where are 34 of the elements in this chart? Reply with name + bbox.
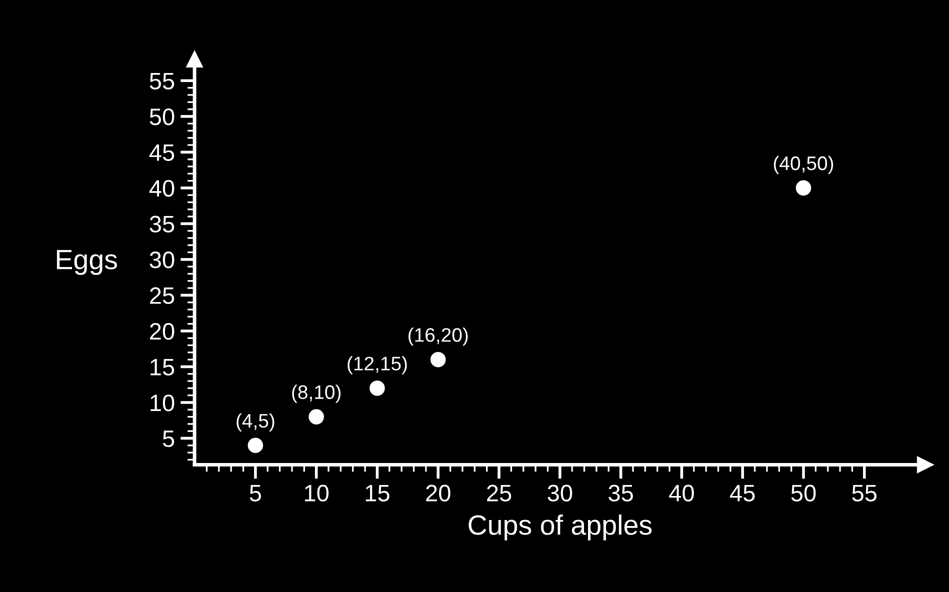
y-tick-label: 25	[150, 287, 174, 304]
y-tick-label: 35	[150, 216, 174, 232]
x-tick-label: 45	[730, 485, 755, 502]
y-tick-label: 55	[150, 72, 174, 90]
x-tick-label: 40	[669, 484, 694, 502]
y-tick-label: 5	[162, 430, 174, 448]
point	[370, 380, 385, 396]
point	[796, 180, 812, 196]
x-tick-label: 20	[426, 484, 450, 502]
y-axis-title: Eggs	[56, 250, 117, 275]
x-tick-label: 55	[852, 485, 877, 502]
y-tick-label: 20	[150, 323, 174, 340]
y-tick-label: 30	[150, 252, 174, 268]
x-tick-label: 35	[608, 484, 633, 502]
y-tick-label: 15	[150, 359, 174, 376]
x-tick-label: 10	[305, 484, 329, 502]
point	[308, 409, 324, 424]
y-tick-label: 45	[149, 144, 174, 161]
x-tick-label: 25	[487, 484, 512, 502]
annotation: (8,10)	[292, 384, 341, 403]
x-tick-label: 15	[366, 485, 390, 502]
annotation: (16,20)	[408, 328, 468, 346]
point	[430, 352, 446, 368]
point	[248, 438, 264, 454]
x-tick-label: 30	[548, 484, 572, 502]
y-tick-label: 50	[150, 108, 174, 126]
y-tick-label: 10	[150, 394, 174, 412]
annotation: (4,5)	[236, 413, 274, 432]
x-tick-label: 50	[791, 484, 816, 502]
x-axis-title: Cups of apples	[468, 514, 652, 540]
annotation: (12,15)	[348, 356, 407, 374]
annotation: (40,50)	[774, 156, 834, 174]
x-tick-label: 5	[250, 485, 262, 502]
y-tick-label: 40	[149, 180, 174, 197]
